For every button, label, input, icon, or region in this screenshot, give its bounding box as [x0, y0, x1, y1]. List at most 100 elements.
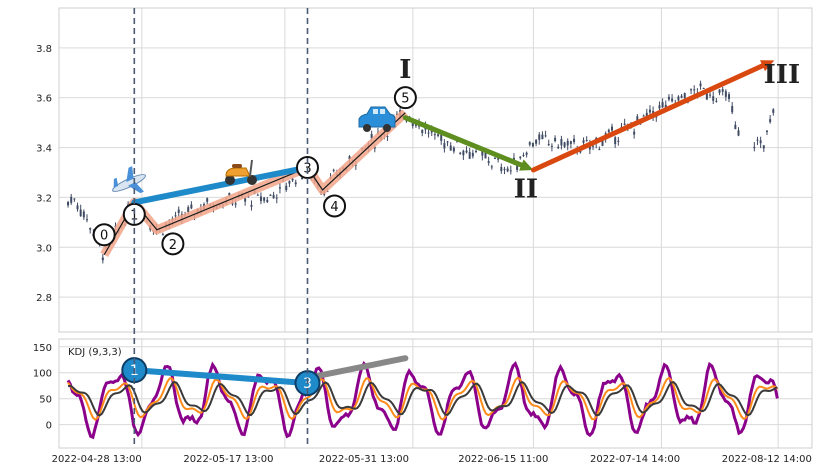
x-tick-label: 2022-07-14 14:00 — [590, 454, 680, 465]
candle-body — [497, 157, 500, 160]
candle-body — [256, 194, 259, 196]
candle-body — [481, 150, 484, 156]
candle-body — [667, 96, 670, 100]
candle-body — [541, 134, 544, 140]
candle-body — [642, 115, 645, 117]
candle-body — [82, 211, 85, 218]
candle-body — [547, 144, 550, 146]
kdj-j-line — [66, 360, 779, 440]
price-panel: 2.83.03.23.43.63.8012345IIIIII — [36, 7, 813, 333]
candle-body — [259, 196, 262, 202]
candle-body — [285, 185, 288, 191]
candle-body — [452, 147, 455, 152]
candle-body — [617, 140, 620, 142]
kdj-title: KDJ (9,3,3) — [68, 347, 122, 358]
wave-point-label: 0 — [100, 229, 108, 244]
candle-body — [550, 145, 553, 147]
price-frame — [58, 7, 813, 333]
candle-body — [614, 137, 617, 145]
x-tick-label: 2022-05-31 13:00 — [319, 454, 409, 465]
kdj-y-tick: 100 — [33, 369, 52, 380]
candle-body — [187, 207, 190, 213]
candle-body — [471, 152, 474, 157]
candle-body — [538, 134, 541, 140]
candle-body — [699, 83, 702, 87]
car-icon — [358, 106, 396, 132]
candle-body — [557, 146, 560, 149]
candle-body — [244, 198, 247, 202]
car-wheel — [383, 124, 391, 132]
candle-body — [411, 122, 414, 127]
candle-body — [67, 202, 70, 206]
candle-body — [509, 170, 512, 172]
candle-body — [386, 136, 389, 138]
candle-body — [664, 104, 667, 109]
candle-body — [762, 145, 765, 149]
candle-body — [506, 168, 509, 172]
candle-body — [177, 209, 180, 213]
candle-body — [446, 141, 449, 143]
scooter-wheel — [225, 175, 235, 185]
candle-body — [519, 156, 522, 159]
wave-point-label: 5 — [401, 92, 409, 107]
candle-body — [658, 105, 661, 109]
airplane-wing — [126, 166, 134, 183]
candle-body — [715, 100, 718, 102]
candle-body — [288, 181, 291, 184]
scooter-handle — [249, 159, 253, 177]
candle-body — [490, 166, 493, 168]
scooter-body — [225, 167, 251, 177]
wave-point-marker — [393, 86, 417, 110]
candle-body — [645, 112, 648, 117]
candle-body — [582, 140, 585, 143]
candle-body — [737, 130, 740, 136]
candle-body — [566, 140, 569, 146]
candle-body — [623, 123, 626, 125]
wave-point-label: 1 — [130, 208, 138, 223]
kdj-y-tick: 50 — [39, 395, 52, 406]
candle-body — [601, 140, 604, 146]
candle-body — [585, 140, 588, 142]
candle-body — [611, 126, 614, 131]
candle-body — [592, 145, 595, 147]
candle-body — [437, 134, 440, 136]
trend-arrow — [402, 115, 524, 168]
wave-degree-label: III — [764, 60, 801, 90]
candle-body — [525, 152, 528, 155]
candle-body — [765, 130, 768, 132]
kdj-divergence-line — [304, 355, 409, 381]
trend-arrow-head — [519, 159, 534, 171]
candle-body — [462, 150, 465, 156]
candle-body — [677, 96, 680, 101]
candle-body — [468, 152, 471, 159]
candle-body — [231, 203, 234, 205]
x-tick-label: 2022-08-12 14:00 — [722, 454, 812, 465]
candle-body — [683, 93, 686, 99]
candle-body — [101, 257, 104, 261]
candle-body — [86, 219, 89, 221]
candle-body — [440, 134, 443, 141]
candle-body — [433, 134, 436, 136]
candle-body — [348, 156, 351, 160]
candle-body — [206, 198, 209, 202]
airplane-tail — [113, 177, 119, 188]
candle-body — [427, 132, 430, 134]
candle-body — [76, 205, 79, 210]
candle-body — [263, 197, 266, 201]
candle-body — [756, 139, 759, 141]
candle-body — [459, 152, 462, 154]
price-y-tick: 3.0 — [36, 243, 52, 254]
price-y-tick: 3.2 — [36, 193, 52, 204]
kdj-y-tick: 0 — [46, 421, 52, 432]
candle-body — [443, 143, 446, 149]
candle-body — [373, 147, 376, 149]
candle-body — [724, 91, 727, 97]
candle-body — [174, 215, 177, 217]
candle-body — [522, 154, 525, 156]
x-axis: 2022-04-28 13:00 2022-05-17 13:00 2022-05-… — [52, 454, 812, 465]
x-tick-label: 2022-06-15 11:00 — [458, 454, 548, 465]
candle-body — [250, 204, 253, 207]
candle-body — [772, 109, 775, 113]
candle-body — [718, 89, 721, 93]
